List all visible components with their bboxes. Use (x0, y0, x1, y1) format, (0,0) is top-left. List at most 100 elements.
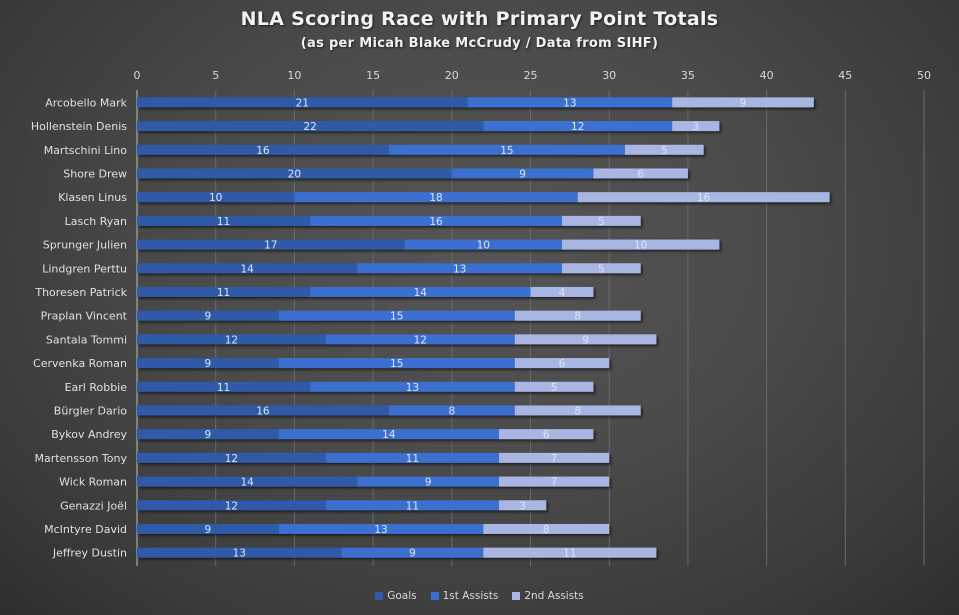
category-label: Arcobello Mark (45, 96, 127, 109)
data-label: 10 (209, 192, 222, 204)
bar-stack (137, 215, 641, 226)
category-label: Cervenka Roman (33, 357, 127, 370)
data-label: 5 (551, 382, 558, 394)
data-label: 9 (204, 429, 211, 441)
bar-stack (137, 476, 610, 487)
x-tick-label: 50 (917, 69, 931, 82)
data-label: 16 (697, 192, 711, 204)
data-label: 15 (500, 145, 513, 157)
bar-goals (137, 286, 311, 297)
legend-item: 1st Assists (430, 590, 498, 602)
bar-2nd-assists (499, 476, 610, 487)
bar-2nd-assists (514, 358, 610, 369)
bar-1st-assists (278, 429, 500, 440)
bar-stack (137, 500, 547, 511)
data-label: 14 (382, 429, 396, 441)
bar-2nd-assists (561, 263, 641, 274)
bar-goals (137, 121, 484, 132)
data-label: 9 (204, 311, 211, 323)
data-label: 8 (574, 311, 581, 323)
bar-2nd-assists (624, 144, 704, 155)
bar-stack (137, 168, 688, 179)
bar-1st-assists (278, 358, 515, 369)
bar-goals (137, 358, 279, 369)
x-tick-label: 25 (524, 69, 538, 82)
data-label: 9 (519, 168, 526, 180)
bar-goals (137, 97, 468, 108)
category-label: Earl Robbie (65, 381, 128, 394)
data-label: 14 (240, 477, 254, 489)
category-label: Shore Drew (63, 167, 127, 180)
x-tick-label: 30 (602, 69, 616, 82)
bar-goals (137, 334, 326, 345)
data-label: 9 (204, 358, 211, 370)
bar-goals (137, 263, 358, 274)
category-label: Thoresen Patrick (34, 286, 127, 299)
data-label: 7 (551, 453, 558, 465)
x-tick-label: 0 (134, 69, 141, 82)
bar-1st-assists (278, 523, 484, 534)
bar-stack (137, 121, 720, 132)
bar-goals (137, 500, 326, 511)
bar-1st-assists (388, 405, 515, 416)
bar-1st-assists (467, 97, 673, 108)
bar-2nd-assists (561, 239, 720, 250)
category-label: Wick Roman (59, 476, 127, 489)
x-tick-label: 40 (760, 69, 774, 82)
data-label: 11 (406, 500, 419, 512)
category-label: Bürgler Dario (54, 404, 127, 417)
data-label: 12 (225, 334, 238, 346)
category-label: Lindgren Perttu (42, 262, 127, 275)
bar-1st-assists (325, 500, 500, 511)
data-label: 12 (225, 500, 238, 512)
bar-stack (137, 310, 641, 321)
data-label: 11 (217, 287, 230, 299)
data-label: 9 (740, 97, 747, 109)
bar-goals (137, 310, 279, 321)
legend-label: Goals (387, 590, 417, 602)
bar-2nd-assists (499, 429, 594, 440)
x-tick-label: 20 (445, 69, 459, 82)
bar-goals (137, 192, 295, 203)
bar-1st-assists (388, 144, 625, 155)
bar-2nd-assists (514, 405, 641, 416)
data-label: 10 (634, 240, 647, 252)
data-label: 20 (288, 168, 301, 180)
data-label: 6 (637, 168, 644, 180)
bar-goals (137, 215, 311, 226)
legend-swatch (430, 592, 439, 600)
category-label: Sprunger Julien (43, 239, 127, 252)
x-tick-label: 35 (681, 69, 695, 82)
data-label: 3 (519, 500, 526, 512)
bar-goals (137, 381, 311, 392)
data-label: 5 (598, 263, 605, 275)
bar-2nd-assists (483, 547, 657, 558)
data-label: 6 (559, 358, 566, 370)
data-label: 18 (429, 192, 442, 204)
bar-stack (137, 358, 610, 369)
chart-legend: Goals 1st Assists 2nd Assists (0, 590, 959, 602)
data-label: 7 (551, 477, 558, 489)
bar-goals (137, 239, 405, 250)
x-tick-label: 15 (366, 69, 380, 82)
bar-2nd-assists (499, 452, 610, 463)
bar-goals (137, 405, 389, 416)
data-label: 13 (453, 263, 466, 275)
bar-stack (137, 429, 594, 440)
legend-item: Goals (375, 590, 417, 602)
data-label: 13 (563, 97, 576, 109)
category-label: Klasen Linus (58, 191, 127, 204)
bar-1st-assists (310, 215, 562, 226)
category-label: Martensson Tony (34, 452, 127, 465)
category-label: Martschini Lino (44, 144, 128, 157)
bar-2nd-assists (577, 192, 830, 203)
data-label: 14 (414, 287, 428, 299)
bar-2nd-assists (499, 500, 547, 511)
bar-1st-assists (310, 381, 515, 392)
data-label: 11 (406, 453, 419, 465)
bar-1st-assists (325, 334, 515, 345)
category-label: Genazzi Joël (60, 499, 127, 512)
data-label: 10 (477, 240, 490, 252)
legend-swatch (375, 592, 384, 600)
